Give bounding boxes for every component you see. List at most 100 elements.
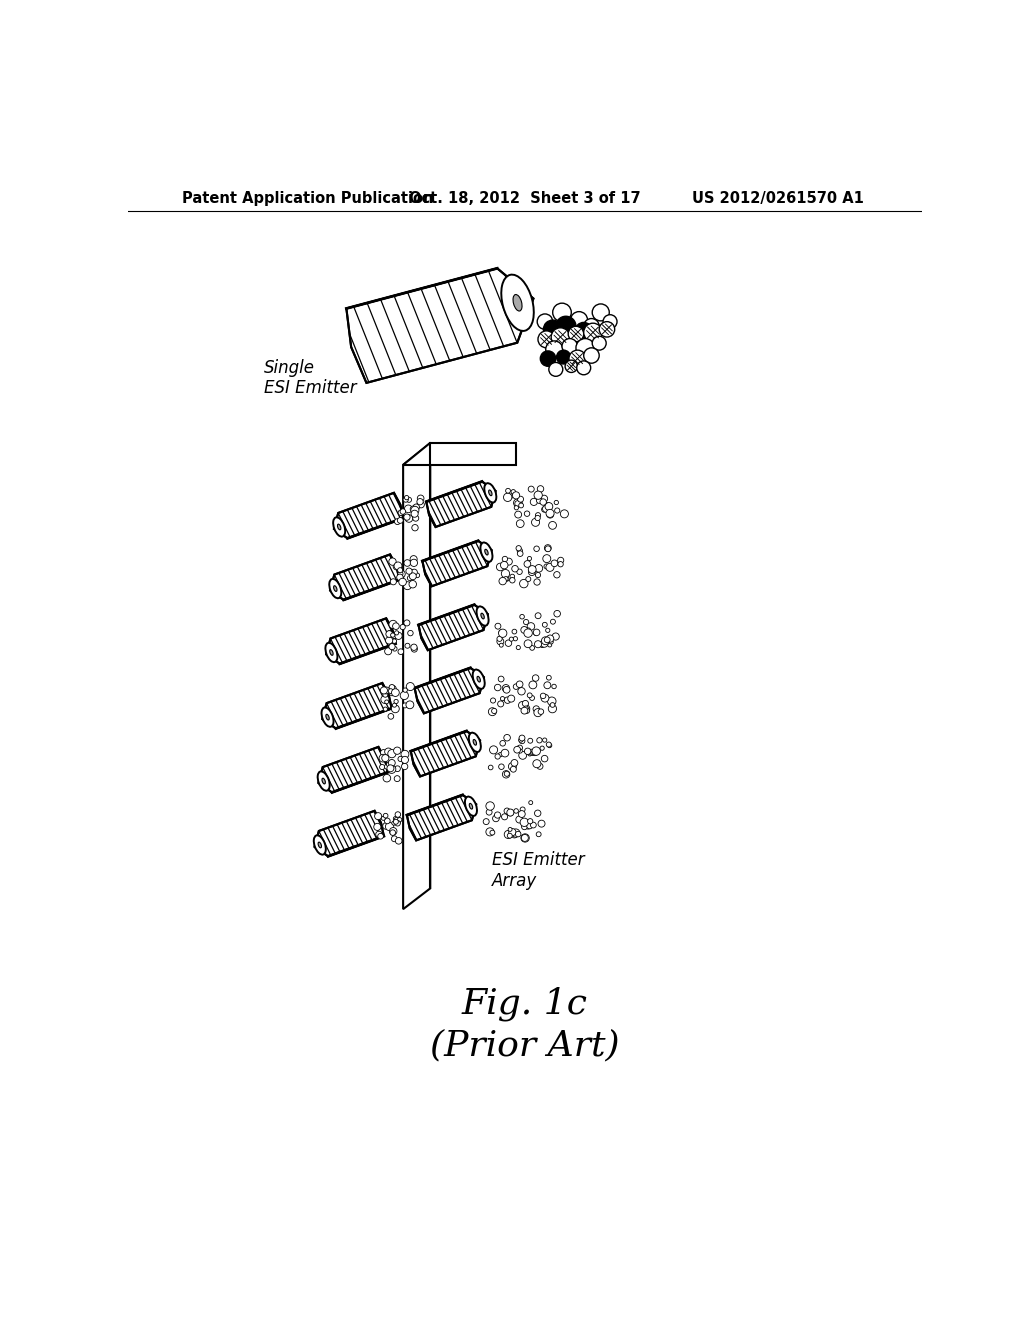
Circle shape bbox=[521, 834, 529, 842]
Text: Single
ESI Emitter: Single ESI Emitter bbox=[263, 359, 356, 397]
Circle shape bbox=[418, 502, 424, 508]
Circle shape bbox=[577, 360, 591, 375]
Circle shape bbox=[394, 821, 400, 826]
Circle shape bbox=[519, 738, 525, 743]
Circle shape bbox=[385, 700, 388, 704]
Circle shape bbox=[528, 565, 537, 573]
Circle shape bbox=[524, 822, 531, 829]
Circle shape bbox=[400, 624, 406, 630]
Circle shape bbox=[504, 830, 512, 838]
Text: (Prior Art): (Prior Art) bbox=[430, 1028, 620, 1063]
Circle shape bbox=[542, 636, 550, 644]
Circle shape bbox=[388, 760, 393, 766]
Circle shape bbox=[527, 557, 531, 561]
Circle shape bbox=[511, 759, 518, 767]
Ellipse shape bbox=[469, 804, 473, 809]
Circle shape bbox=[385, 748, 392, 755]
Circle shape bbox=[568, 326, 584, 342]
Circle shape bbox=[389, 620, 397, 628]
Circle shape bbox=[403, 560, 411, 566]
Circle shape bbox=[528, 569, 536, 576]
Circle shape bbox=[532, 760, 541, 768]
Circle shape bbox=[400, 692, 409, 700]
Circle shape bbox=[584, 323, 602, 342]
Circle shape bbox=[516, 816, 523, 822]
Circle shape bbox=[501, 561, 508, 569]
Circle shape bbox=[499, 676, 504, 682]
Circle shape bbox=[518, 738, 523, 742]
Circle shape bbox=[530, 822, 537, 828]
Circle shape bbox=[392, 704, 396, 708]
Circle shape bbox=[524, 511, 529, 516]
Circle shape bbox=[485, 828, 494, 836]
Ellipse shape bbox=[480, 543, 493, 562]
Circle shape bbox=[374, 824, 381, 830]
Circle shape bbox=[500, 741, 506, 746]
Circle shape bbox=[512, 492, 519, 499]
Circle shape bbox=[529, 645, 535, 651]
Circle shape bbox=[546, 510, 554, 517]
Circle shape bbox=[536, 612, 541, 619]
Circle shape bbox=[548, 643, 552, 647]
Circle shape bbox=[504, 577, 508, 581]
Circle shape bbox=[502, 556, 508, 562]
Circle shape bbox=[495, 623, 501, 630]
Ellipse shape bbox=[338, 524, 341, 529]
Circle shape bbox=[546, 503, 552, 510]
Circle shape bbox=[389, 685, 396, 693]
Circle shape bbox=[495, 812, 501, 818]
Circle shape bbox=[388, 759, 395, 767]
Circle shape bbox=[557, 350, 570, 364]
Circle shape bbox=[404, 495, 409, 500]
Circle shape bbox=[584, 318, 599, 334]
Circle shape bbox=[516, 520, 524, 528]
Polygon shape bbox=[415, 668, 484, 713]
Circle shape bbox=[395, 837, 402, 843]
Circle shape bbox=[529, 681, 537, 689]
Circle shape bbox=[537, 738, 542, 743]
Polygon shape bbox=[334, 492, 403, 539]
Circle shape bbox=[544, 682, 551, 689]
Circle shape bbox=[532, 747, 541, 755]
Circle shape bbox=[504, 494, 512, 502]
Text: Patent Application Publication: Patent Application Publication bbox=[182, 191, 434, 206]
Circle shape bbox=[392, 821, 396, 825]
Circle shape bbox=[501, 697, 505, 701]
Ellipse shape bbox=[333, 517, 345, 537]
Circle shape bbox=[398, 649, 403, 655]
Circle shape bbox=[512, 630, 517, 634]
Circle shape bbox=[411, 511, 418, 517]
Circle shape bbox=[514, 506, 518, 510]
Circle shape bbox=[514, 809, 518, 813]
Circle shape bbox=[406, 515, 413, 523]
Circle shape bbox=[392, 623, 399, 630]
Circle shape bbox=[538, 331, 555, 348]
Circle shape bbox=[398, 572, 403, 577]
Circle shape bbox=[524, 640, 532, 648]
Circle shape bbox=[404, 643, 410, 648]
Ellipse shape bbox=[322, 779, 326, 784]
Circle shape bbox=[505, 558, 512, 565]
Circle shape bbox=[389, 644, 395, 649]
Circle shape bbox=[411, 507, 419, 515]
Circle shape bbox=[384, 818, 390, 824]
Circle shape bbox=[407, 498, 412, 503]
Circle shape bbox=[382, 755, 389, 762]
Ellipse shape bbox=[469, 733, 481, 752]
Circle shape bbox=[541, 693, 546, 698]
Circle shape bbox=[387, 766, 396, 774]
Circle shape bbox=[394, 776, 400, 781]
Circle shape bbox=[385, 822, 393, 830]
Circle shape bbox=[394, 700, 398, 704]
Circle shape bbox=[527, 818, 532, 824]
Circle shape bbox=[519, 579, 528, 587]
Circle shape bbox=[540, 643, 545, 648]
Circle shape bbox=[385, 636, 393, 644]
Ellipse shape bbox=[473, 739, 476, 746]
Circle shape bbox=[504, 771, 509, 776]
Ellipse shape bbox=[476, 606, 488, 626]
Circle shape bbox=[546, 564, 554, 572]
Circle shape bbox=[547, 676, 551, 680]
Circle shape bbox=[519, 735, 525, 741]
Circle shape bbox=[410, 556, 417, 562]
